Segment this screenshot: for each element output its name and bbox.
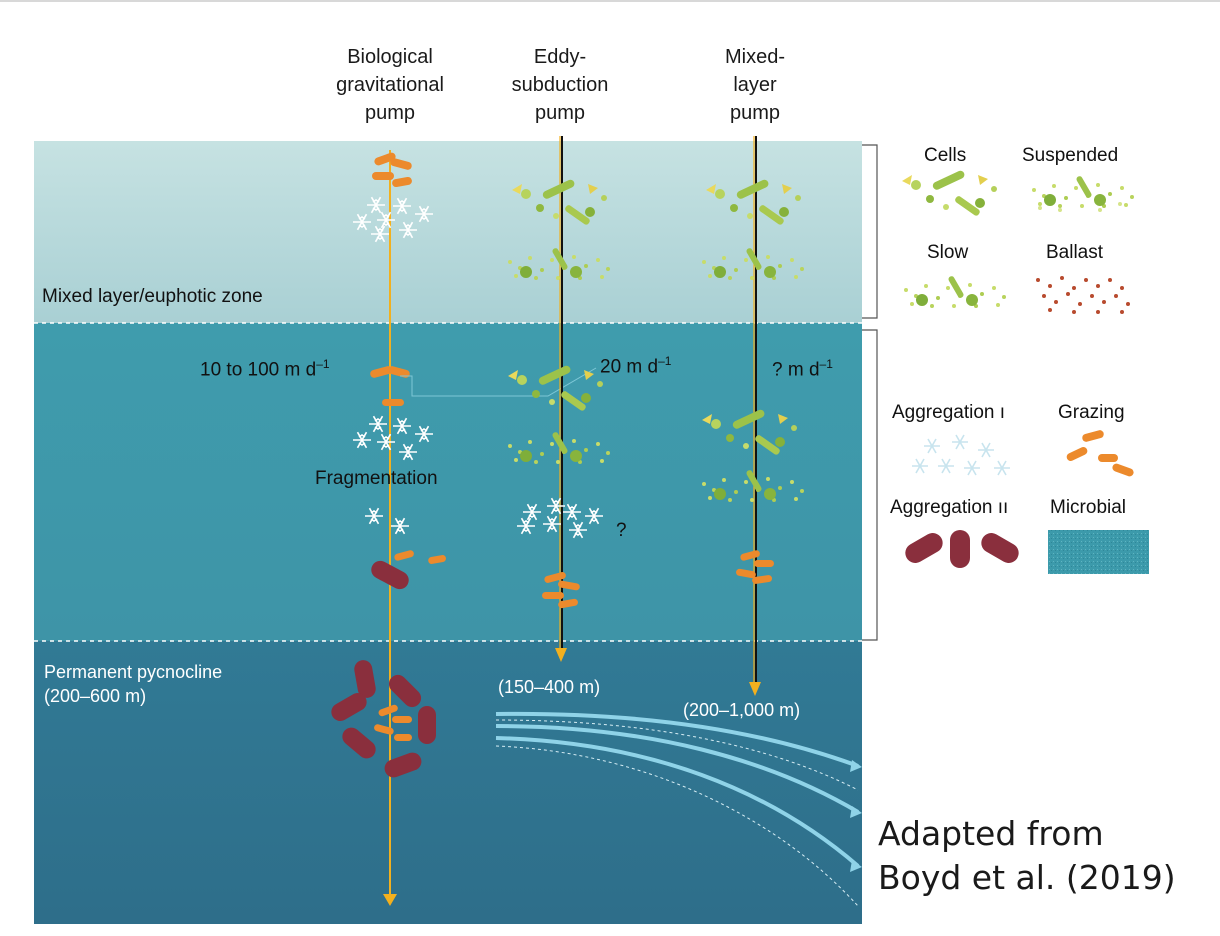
legend-ballast-icon	[1036, 276, 1130, 314]
subduction-flow	[495, 711, 862, 907]
legend-slow-icon	[904, 275, 1006, 308]
rate-exponent: –1	[658, 354, 672, 368]
pycnocline-label: Permanent pycnocline (200–600 m)	[44, 660, 222, 708]
title-line: gravitational	[336, 74, 444, 96]
rate-exponent: –1	[316, 357, 330, 371]
legend-aggregation2-label: Aggregation ıı	[890, 497, 1009, 518]
title-line: pump	[729, 102, 781, 124]
title-line: pump	[364, 102, 416, 124]
legend-microbial-label: Microbial	[1050, 497, 1127, 518]
mixed-layer-label: Mixed layer/euphotic zone	[42, 286, 263, 307]
title-line: Mixed-	[724, 46, 785, 68]
title-line: pump	[534, 102, 586, 124]
mixed-pump-column	[702, 136, 804, 696]
rate-text: 20 m d	[600, 356, 659, 378]
legend-microbial-icon	[1048, 530, 1149, 574]
bracket-upper	[862, 144, 878, 319]
eddy-depth-label: (150–400 m)	[498, 677, 601, 697]
legend-grazing-label: Grazing	[1058, 402, 1125, 423]
mixed-rate: ? m d–1	[772, 357, 833, 381]
title-line: layer	[733, 74, 777, 96]
title-line: subduction	[511, 74, 609, 96]
bracket-lower	[862, 329, 878, 641]
rate-connector	[400, 367, 597, 397]
pycnocline-line2: (200–600 m)	[44, 686, 147, 706]
question-mark: ?	[616, 520, 627, 541]
rate-text: 10 to 100 m d	[200, 359, 317, 381]
rate-text: ? m d	[772, 359, 820, 381]
mid-layer	[34, 323, 862, 641]
eddy-pump-title: Eddy- subduction pump	[480, 43, 640, 127]
title-line: Biological	[347, 46, 433, 68]
legend-aggregation1-label: Aggregation ı	[892, 402, 1006, 423]
legend-suspended-icon	[1032, 175, 1134, 212]
biological-pump-title: Biological gravitational pump	[300, 43, 480, 127]
legend-suspended-label: Suspended	[1022, 145, 1119, 166]
top-border	[0, 0, 1220, 2]
legend-aggregation2-icon	[905, 530, 1019, 568]
legend-ballast-label: Ballast	[1046, 242, 1104, 263]
biological-pump-column	[331, 150, 447, 906]
surface-layer	[34, 141, 862, 323]
mixed-pump-title: Mixed- layer pump	[685, 43, 825, 127]
legend-cells-label: Cells	[924, 145, 967, 166]
title-line: Eddy-	[533, 46, 587, 68]
legend-aggregation1-icon	[911, 434, 1011, 476]
eddy-pump-column	[508, 136, 610, 662]
credit-line2: Boyd et al. (2019)	[878, 858, 1176, 897]
fragmentation-label: Fragmentation	[315, 468, 438, 489]
biological-rate: 10 to 100 m d–1	[200, 357, 330, 381]
legend-cells-icon	[902, 169, 997, 217]
legend-slow-label: Slow	[927, 242, 969, 263]
mixed-depth-label: (200–1,000 m)	[683, 700, 801, 720]
eddy-rate: 20 m d–1	[600, 354, 671, 378]
legend-grazing-icon	[1066, 430, 1134, 477]
rate-exponent: –1	[819, 357, 833, 371]
source-credit: Adapted from Boyd et al. (2019)	[878, 812, 1176, 900]
pycnocline-line1: Permanent pycnocline	[44, 662, 223, 682]
credit-line1: Adapted from	[878, 814, 1104, 853]
